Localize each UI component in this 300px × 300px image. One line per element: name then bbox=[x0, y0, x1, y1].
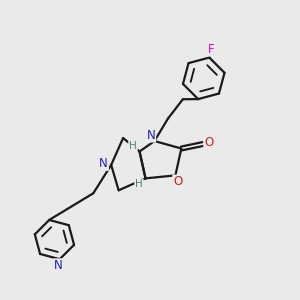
Text: N: N bbox=[54, 259, 63, 272]
Text: F: F bbox=[208, 43, 214, 56]
Text: N: N bbox=[99, 157, 108, 170]
Text: N: N bbox=[146, 129, 155, 142]
Text: H: H bbox=[129, 141, 137, 151]
Text: O: O bbox=[173, 176, 182, 188]
Text: H: H bbox=[135, 179, 143, 189]
Text: O: O bbox=[204, 136, 214, 149]
